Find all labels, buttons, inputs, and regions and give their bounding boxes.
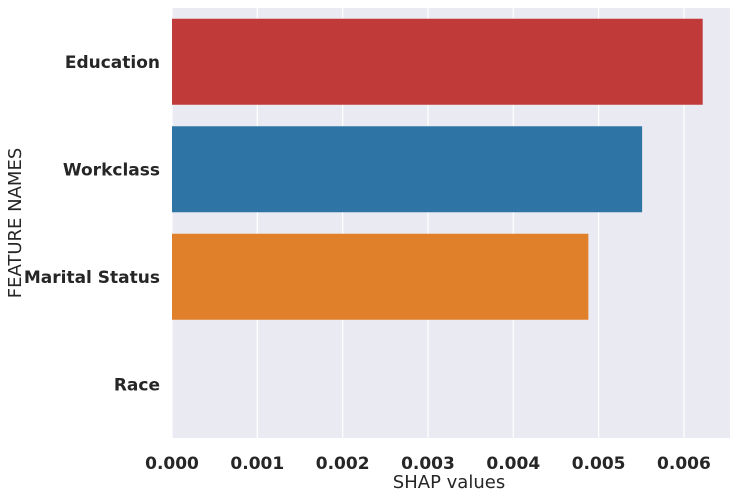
bar-marital-status [172, 233, 589, 320]
y-tick-labels: Education Workclass Marital Status Race [24, 53, 160, 396]
x-tick-label: 0.005 [572, 454, 626, 474]
y-tick-label: Marital Status [24, 268, 160, 288]
bars [172, 18, 703, 320]
bar-education [172, 18, 703, 105]
x-tick-label: 0.003 [401, 454, 455, 474]
x-tick-labels: 0.000 0.001 0.002 0.003 0.004 0.005 0.006 [145, 454, 711, 474]
y-tick-label: Race [114, 375, 160, 395]
y-axis-label: FEATURE NAMES [5, 148, 26, 299]
y-tick-label: Workclass [63, 160, 160, 180]
x-tick-label: 0.002 [316, 454, 370, 474]
x-axis-label: SHAP values [393, 472, 505, 493]
x-tick-label: 0.006 [657, 454, 711, 474]
bar-workclass [172, 126, 643, 213]
x-tick-label: 0.001 [230, 454, 284, 474]
y-tick-label: Education [65, 53, 160, 73]
x-tick-label: 0.004 [486, 454, 540, 474]
x-tick-label: 0.000 [145, 454, 199, 474]
